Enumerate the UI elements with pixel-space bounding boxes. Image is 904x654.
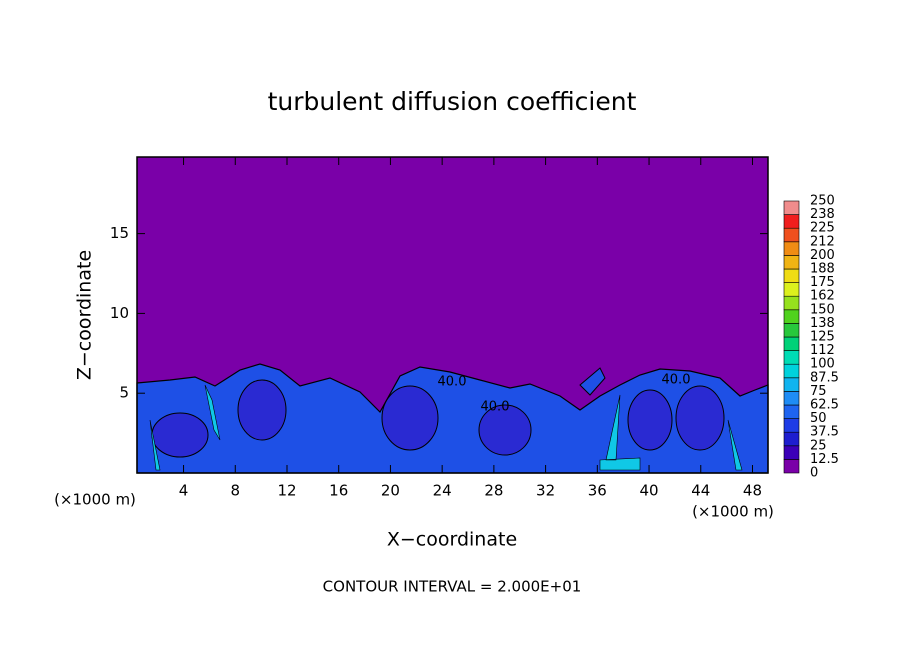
y-axis-label: Z−coordinate	[74, 250, 96, 380]
field-streak	[149, 384, 743, 471]
contour-label: 40.0	[481, 400, 510, 415]
colorbar-label: 62.5	[810, 398, 839, 413]
colorbar-label: 250	[810, 194, 835, 209]
colorbar-label: 238	[810, 207, 835, 222]
field-blob	[627, 389, 673, 451]
colorbar-swatch	[783, 282, 800, 297]
colorbar-swatch	[783, 295, 800, 311]
colorbar-label: 12.5	[810, 452, 839, 467]
colorbar-label: 212	[810, 234, 835, 249]
x-tick-label: 24	[433, 482, 452, 500]
colorbar-swatch	[783, 255, 800, 270]
colorbar-label: 37.5	[810, 425, 839, 440]
colorbar-label: 100	[810, 357, 835, 372]
field-blob	[381, 385, 439, 451]
field-layer	[579, 367, 606, 396]
contour-label: 40.0	[662, 373, 691, 388]
colorbar-label: 175	[810, 275, 835, 290]
colorbar-swatch	[783, 268, 800, 283]
chart-title: turbulent diffusion coefficient	[268, 87, 637, 116]
colorbar-swatch	[783, 431, 800, 447]
x-unit-label: (×1000 m)	[54, 491, 136, 509]
colorbar-swatch	[783, 241, 800, 256]
x-axis-label: X−coordinate	[387, 529, 517, 551]
colorbar-label: 75	[810, 384, 827, 399]
colorbar-swatch	[783, 200, 800, 215]
colorbar-swatch	[783, 309, 800, 324]
colorbar-label: 125	[810, 330, 835, 345]
colorbar-swatch	[783, 404, 800, 419]
colorbar-label: 225	[810, 221, 835, 236]
x-tick-label: 36	[588, 482, 607, 500]
colorbar-swatch	[783, 363, 800, 379]
colorbar-swatch	[783, 350, 800, 365]
colorbar-swatch	[783, 459, 800, 474]
colorbar-label: 138	[810, 316, 835, 331]
field	[136, 157, 769, 474]
footer: CONTOUR INTERVAL = 2.000E+01	[323, 578, 582, 596]
colorbar-label: 150	[810, 302, 835, 317]
plot-frame	[136, 156, 769, 474]
colorbar-swatch	[783, 418, 800, 433]
colorbar-label: 0	[810, 466, 818, 481]
x-tick-label: 28	[484, 482, 503, 500]
colorbar-label: 25	[810, 438, 827, 453]
x-tick-label: 12	[277, 482, 296, 500]
y-tick-label: 10	[110, 304, 129, 322]
x-tick-label: 44	[691, 482, 710, 500]
x-tick-label: 48	[743, 482, 762, 500]
colorbar-label: 112	[810, 343, 835, 358]
colorbar-swatch	[783, 445, 800, 460]
x-tick-label: 40	[639, 482, 658, 500]
field-blob	[478, 404, 532, 456]
x-tick-label: 8	[230, 482, 240, 500]
colorbar-label: 162	[810, 289, 835, 304]
colorbar-label: 87.5	[810, 370, 839, 385]
colorbar-label: 188	[810, 262, 835, 277]
colorbar-label: 200	[810, 248, 835, 263]
colorbar-swatch	[783, 227, 800, 243]
y-tick-label: 15	[110, 224, 129, 242]
x-unit-label: (×1000 m)	[692, 503, 774, 521]
colorbar-swatch	[783, 323, 800, 338]
colorbar-swatch	[783, 214, 800, 229]
colorbar-swatch	[783, 377, 800, 392]
x-tick-label: 4	[179, 482, 189, 500]
contour-label: 40.0	[438, 375, 467, 390]
field-blob	[237, 379, 287, 441]
x-tick-label: 20	[381, 482, 400, 500]
field-blob	[675, 385, 725, 451]
x-tick-label: 16	[329, 482, 348, 500]
colorbar-label: 50	[810, 411, 827, 426]
colorbar-swatch	[783, 336, 800, 351]
colorbar-swatch	[783, 391, 800, 406]
x-tick-label: 32	[536, 482, 555, 500]
field-blob	[151, 412, 209, 458]
y-tick-label: 5	[119, 384, 129, 402]
